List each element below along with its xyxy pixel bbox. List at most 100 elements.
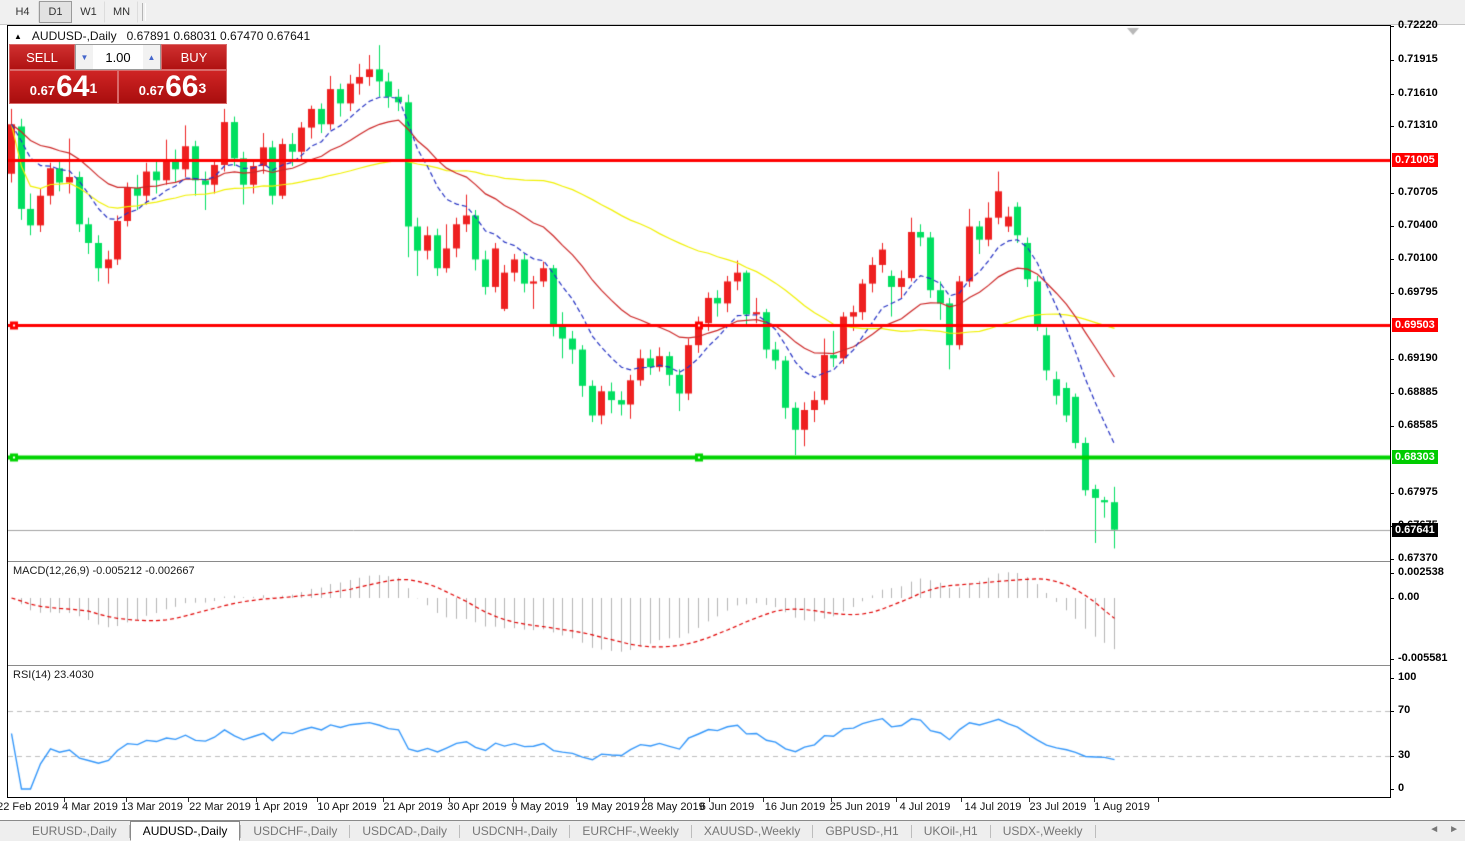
price-tick [1390, 426, 1394, 427]
date-tick [449, 798, 450, 802]
tab-scroll-left-icon[interactable]: ◄ [1429, 824, 1440, 835]
toolbar-separator [142, 3, 146, 21]
tab-separator [240, 824, 242, 838]
chart-border-left [7, 25, 8, 798]
price-axis-label: 0.68885 [1398, 386, 1438, 398]
tab-scroll-nav: ◄ ► [1429, 824, 1459, 835]
macd-axis-label: -0.005581 [1398, 652, 1448, 664]
price-tick [1390, 493, 1394, 494]
chart-tab-gbpusd-h1[interactable]: GBPUSD-,H1 [825, 824, 899, 838]
date-axis-label: 23 Jul 2019 [1029, 801, 1087, 813]
chart-tab-usdcad-daily[interactable]: USDCAD-,Daily [362, 824, 448, 838]
price-tick [1390, 559, 1394, 560]
rsi-axis-label: 30 [1398, 749, 1411, 761]
rsi-label: RSI(14) 23.4030 [13, 669, 94, 681]
tab-separator [812, 824, 814, 838]
price-tick [1390, 226, 1394, 227]
price-tag-0.68303: 0.68303 [1392, 450, 1438, 464]
rsi-indicator-canvas[interactable] [8, 667, 1390, 797]
rsi-axis-label: 100 [1398, 671, 1417, 683]
date-tick [64, 798, 65, 802]
rsi-tick [1390, 711, 1394, 712]
date-axis-label: 19 May 2019 [576, 801, 640, 813]
chart-header: ▲ AUDUSD-,Daily 0.67891 0.68031 0.67470 … [14, 29, 310, 43]
chart-tab-eurusd-daily[interactable]: EURUSD-,Daily [32, 824, 117, 838]
buy-price-button[interactable]: 0.67 66 3 [118, 70, 227, 104]
date-tick [1094, 798, 1095, 802]
macd-pane-divider[interactable] [8, 561, 1390, 562]
timeframe-button-d1[interactable]: D1 [39, 1, 72, 23]
tab-separator [128, 824, 130, 838]
price-tick [1390, 293, 1394, 294]
date-tick [644, 798, 645, 802]
price-axis-label: 0.72220 [1398, 19, 1438, 31]
date-axis-label: 9 May 2019 [511, 801, 569, 813]
date-tick [709, 798, 710, 802]
volume-value[interactable]: 1.00 [105, 49, 131, 65]
date-tick [896, 798, 897, 802]
chart-tab-usdcnh-daily[interactable]: USDCNH-,Daily [472, 824, 558, 838]
tab-separator [910, 824, 912, 838]
chart-tab-usdchf-daily[interactable]: USDCHF-,Daily [253, 824, 338, 838]
date-tick [126, 798, 127, 802]
price-tag-0.67641: 0.67641 [1392, 523, 1438, 537]
rsi-pane-divider[interactable] [8, 665, 1390, 666]
date-axis-label: 28 May 2019 [641, 801, 705, 813]
price-axis-label: 0.71610 [1398, 87, 1438, 99]
date-axis-label: 22 Mar 2019 [189, 801, 251, 813]
sell-price-prefix: 0.67 [29, 83, 56, 98]
date-axis[interactable]: 22 Feb 2019 4 Mar 2019 13 Mar 2019 22 Mar 2… [0, 798, 1390, 818]
rsi-axis-label: 70 [1398, 704, 1411, 716]
chart-tab-eurchf-weekly[interactable]: EURCHF-,Weekly [582, 824, 679, 838]
price-axis-label: 0.71310 [1398, 119, 1438, 131]
date-tick [513, 798, 514, 802]
volume-stepper: ▼ 1.00 ▲ [75, 44, 161, 70]
timeframe-button-w1[interactable]: W1 [72, 1, 105, 23]
rsi-axis-label: 0 [1398, 782, 1405, 794]
price-tag-0.69503: 0.69503 [1392, 318, 1438, 332]
date-tick [961, 798, 962, 802]
date-tick [383, 798, 384, 802]
chart-tab-ukoil-h1[interactable]: UKOil-,H1 [923, 824, 978, 838]
timeframe-button-h4[interactable]: H4 [6, 1, 39, 23]
date-tick [1029, 798, 1030, 802]
price-axis-label: 0.70400 [1398, 219, 1438, 231]
sell-price-pip: 1 [89, 80, 98, 96]
sell-price-button[interactable]: 0.67 64 1 [9, 70, 118, 104]
price-axis-label: 0.67975 [1398, 486, 1438, 498]
macd-indicator-canvas[interactable] [8, 563, 1390, 665]
chart-tab-xauusd-weekly[interactable]: XAUUSD-,Weekly [703, 824, 801, 838]
volume-down-icon[interactable]: ▼ [76, 45, 93, 69]
date-axis-label: 22 Feb 2019 [0, 801, 59, 813]
volume-up-icon[interactable]: ▲ [143, 45, 160, 69]
price-tick [1390, 126, 1394, 127]
date-tick [317, 798, 318, 802]
price-axis-label: 0.70100 [1398, 252, 1438, 264]
price-axis-label: 0.69190 [1398, 352, 1438, 364]
tab-separator [569, 824, 571, 838]
chart-tab-audusd-daily[interactable]: AUDUSD-,Daily [129, 821, 241, 841]
rsi-tick [1390, 678, 1394, 679]
date-tick [188, 798, 189, 802]
collapse-icon[interactable]: ▲ [14, 31, 22, 41]
sell-button[interactable]: SELL [9, 44, 75, 70]
buy-button[interactable]: BUY [161, 44, 227, 70]
tab-scroll-right-icon[interactable]: ► [1449, 824, 1459, 835]
price-axis-label: 0.70705 [1398, 186, 1438, 198]
sell-price-big: 64 [56, 70, 90, 103]
tab-separator [690, 824, 692, 838]
price-tick [1390, 359, 1394, 360]
price-tick [1390, 193, 1394, 194]
date-axis-label: 1 Apr 2019 [254, 801, 308, 813]
chart-tab-usdx-weekly[interactable]: USDX-,Weekly [1002, 824, 1083, 838]
date-axis-label: 13 Mar 2019 [121, 801, 183, 813]
price-chart-canvas[interactable] [8, 26, 1390, 561]
macd-axis-label: 0.00 [1398, 591, 1420, 603]
date-tick [1158, 798, 1159, 802]
tab-separator [459, 824, 461, 838]
timeframe-button-mn[interactable]: MN [105, 1, 138, 23]
rsi-tick [1390, 789, 1394, 790]
date-tick [576, 798, 577, 802]
date-axis-label: 6 Jun 2019 [699, 801, 755, 813]
